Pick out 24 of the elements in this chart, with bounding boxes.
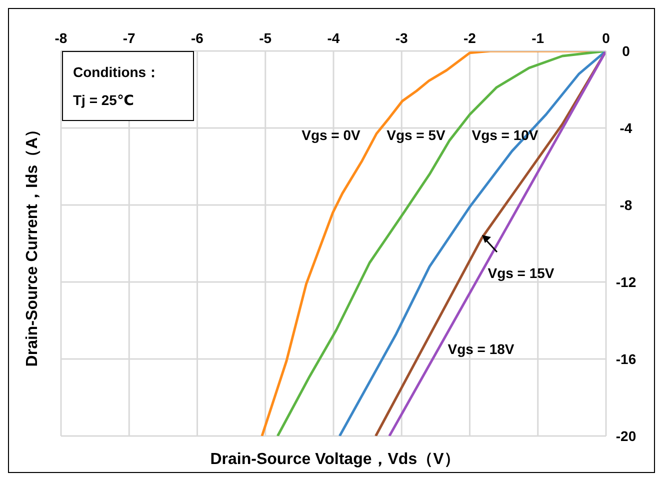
x-tick-label: -4 — [327, 30, 340, 46]
y-axis-title: Drain-Source Current，Ids（A） — [23, 120, 42, 369]
y-tick-label: -20 — [616, 428, 636, 444]
x-tick-label: -8 — [54, 30, 68, 46]
note-box: Conditions： Tj = 25℃ — [62, 51, 194, 121]
y-tick-label: -16 — [616, 350, 636, 367]
y-tick-label: 0 — [622, 42, 630, 59]
x-axis-title: Drain-Source Voltage，Vds（V） — [209, 450, 461, 470]
x-tick-label: -5 — [259, 30, 272, 46]
x-tick-label: -2 — [464, 30, 476, 46]
x-tick-label: -3 — [395, 30, 408, 46]
y-tick-label: -12 — [616, 274, 636, 290]
series-label: Vgs = 5V — [386, 127, 446, 143]
series-label: Vgs = 15V — [488, 265, 554, 281]
annotation: Conditions： — [73, 63, 162, 82]
series-label: Vgs = 0V — [302, 127, 360, 143]
series-label: Vgs = 18V — [448, 341, 514, 357]
annotation: Tj = 25℃ — [73, 91, 135, 110]
x-tick-label: -1 — [532, 30, 544, 46]
y-tick-label: -8 — [620, 196, 632, 213]
x-tick-label: -7 — [122, 30, 136, 46]
x-tick-label: -6 — [191, 30, 204, 46]
x-tick-label: 0 — [602, 30, 610, 46]
y-tick-label: -4 — [620, 120, 632, 136]
